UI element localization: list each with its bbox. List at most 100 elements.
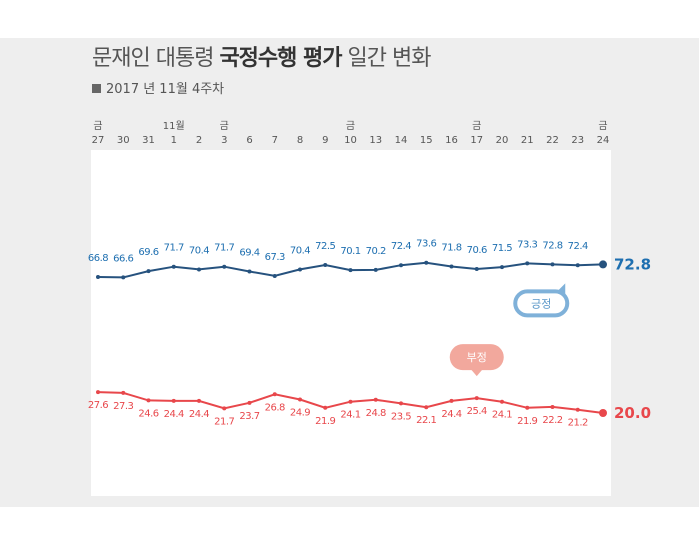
data-label: 24.6: [138, 408, 158, 419]
x-tick-label: 15: [420, 135, 433, 146]
chart-title: 문재인 대통령 국정수행 평가 일간 변화: [92, 40, 432, 72]
data-point: [550, 404, 555, 409]
subtitle-text: 2017 년 11월 4주차: [106, 82, 225, 97]
data-label: 21.9: [315, 416, 335, 427]
data-point: [599, 260, 607, 269]
data-point: [449, 264, 454, 269]
legend-bubble-negative: 부정: [449, 344, 504, 377]
data-point: [146, 269, 151, 274]
data-label: 71.7: [214, 243, 234, 254]
data-point: [449, 398, 454, 403]
data-point: [474, 396, 479, 401]
data-point: [121, 390, 126, 395]
data-point: [272, 392, 277, 397]
data-label: 71.7: [164, 243, 184, 254]
x-tick-label: 30: [117, 135, 130, 146]
data-point: [323, 405, 328, 410]
x-top-label: 금: [598, 120, 607, 132]
data-point: [171, 264, 176, 269]
data-label: 21.9: [517, 416, 537, 427]
data-point: [399, 401, 403, 406]
data-point: [525, 261, 530, 266]
data-label: 71.8: [441, 243, 461, 254]
data-label: 71.5: [492, 243, 512, 254]
data-point: [323, 263, 328, 268]
title-part-3: 일간 변화: [347, 46, 432, 71]
series-points-positive: 66.8 66.6 69.6 71.7 70.4 71.7 69.4 67.3 70.4 72.5…: [88, 239, 651, 280]
x-tick-label: 13: [369, 135, 382, 146]
x-tick-label: 20: [496, 135, 509, 146]
data-point: [298, 397, 302, 402]
data-label: 24.1: [492, 410, 512, 421]
data-point: [146, 398, 151, 403]
bubble-shape-negative: [449, 344, 504, 371]
data-point: [222, 264, 227, 269]
data-point: [575, 407, 580, 412]
data-point: [222, 406, 227, 411]
data-label: 72.5: [315, 241, 335, 252]
legend-label-positive: 긍정: [531, 297, 551, 310]
x-tick-label: 23: [571, 135, 584, 146]
data-point: [348, 399, 353, 404]
data-point: [424, 260, 429, 265]
data-point: [575, 263, 580, 268]
data-label: 23.5: [391, 411, 411, 422]
data-point: [373, 397, 378, 402]
x-axis-labels: 금 27 30 31 11월 1 2 금 3 6 7 8 9 금 10 13 14 15 16 금 17 20 21 22 23…: [92, 120, 610, 146]
x-tick-label: 31: [142, 135, 155, 146]
data-point: [373, 267, 378, 272]
data-label: 21.7: [214, 416, 234, 427]
x-tick-label: 22: [546, 135, 559, 146]
plot-area: [91, 150, 611, 496]
x-top-label: 금: [220, 120, 229, 132]
x-top-label: 11월: [163, 120, 185, 132]
x-top-label: 금: [472, 120, 481, 132]
bubble-shape-positive: [513, 289, 570, 318]
data-label: 73.6: [416, 239, 436, 250]
end-value-label: 72.8: [614, 255, 651, 273]
x-top-label: 금: [93, 120, 102, 132]
x-tick-label: 7: [272, 135, 278, 146]
data-point: [96, 390, 100, 395]
data-label: 66.6: [113, 253, 133, 264]
data-label: 70.4: [189, 245, 209, 256]
data-label: 22.1: [416, 415, 436, 426]
x-tick-label: 14: [395, 135, 408, 146]
data-label: 24.4: [189, 409, 209, 420]
square-bullet-icon: [92, 84, 101, 93]
x-tick-label: 10: [344, 135, 357, 146]
data-point: [399, 263, 403, 268]
data-label: 73.3: [517, 239, 537, 250]
data-label: 69.4: [239, 248, 259, 259]
data-label: 24.1: [340, 410, 360, 421]
legend-label-negative: 부정: [467, 351, 487, 364]
data-point: [171, 398, 176, 403]
x-tick-label: 21: [521, 135, 534, 146]
x-tick-label: 17: [470, 135, 483, 146]
x-tick-label: 16: [445, 135, 458, 146]
x-tick-label: 6: [246, 135, 252, 146]
data-label: 21.2: [568, 418, 588, 429]
data-label: 24.4: [164, 409, 184, 420]
data-label: 70.4: [290, 245, 310, 256]
x-tick-label: 8: [297, 135, 303, 146]
data-label: 72.4: [391, 241, 411, 252]
chart-subtitle: 2017 년 11월 4주차: [92, 78, 224, 97]
data-point: [424, 405, 429, 410]
data-point: [500, 399, 504, 404]
data-point: [197, 267, 201, 272]
data-point: [272, 273, 277, 278]
title-part-1: 문재인 대통령: [92, 46, 214, 71]
data-label: 69.6: [138, 247, 158, 258]
data-point: [474, 267, 479, 272]
data-label: 67.3: [265, 252, 285, 263]
data-point: [500, 265, 504, 270]
data-point: [121, 275, 126, 280]
data-label: 72.4: [568, 241, 588, 252]
x-tick-label: 2: [196, 135, 202, 146]
data-point: [599, 409, 607, 417]
data-point: [247, 400, 252, 405]
end-value-label: 20.0: [614, 404, 651, 422]
